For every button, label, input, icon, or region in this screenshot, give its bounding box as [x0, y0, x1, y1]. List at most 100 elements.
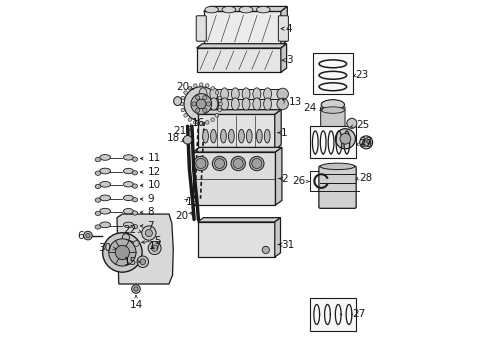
Ellipse shape: [203, 129, 208, 143]
Text: 3: 3: [286, 55, 293, 65]
Ellipse shape: [188, 118, 192, 121]
Polygon shape: [275, 147, 282, 205]
Circle shape: [184, 87, 219, 121]
Bar: [197, 114, 275, 149]
Ellipse shape: [95, 198, 101, 202]
Text: 5: 5: [155, 236, 161, 246]
Ellipse shape: [228, 129, 234, 143]
Text: 11: 11: [147, 153, 161, 163]
Ellipse shape: [95, 211, 101, 216]
Ellipse shape: [100, 154, 111, 160]
Polygon shape: [204, 6, 287, 12]
Polygon shape: [196, 44, 287, 48]
Ellipse shape: [252, 158, 262, 168]
Bar: [310, 126, 356, 158]
Circle shape: [86, 233, 90, 238]
Ellipse shape: [231, 156, 245, 171]
Ellipse shape: [242, 88, 250, 100]
Text: 20: 20: [175, 211, 188, 221]
Ellipse shape: [264, 88, 271, 100]
Circle shape: [206, 102, 211, 106]
Bar: [196, 48, 281, 72]
FancyBboxPatch shape: [319, 166, 356, 208]
Circle shape: [360, 136, 373, 149]
Ellipse shape: [181, 108, 185, 112]
Ellipse shape: [321, 107, 344, 113]
Text: 9: 9: [147, 194, 154, 204]
Circle shape: [84, 231, 92, 240]
Bar: [310, 171, 333, 192]
Text: 18: 18: [167, 133, 180, 143]
Text: 31: 31: [281, 239, 294, 249]
Ellipse shape: [188, 86, 192, 90]
Ellipse shape: [218, 108, 221, 112]
Ellipse shape: [211, 86, 215, 90]
Ellipse shape: [95, 171, 101, 175]
Ellipse shape: [123, 222, 133, 228]
Ellipse shape: [100, 222, 111, 228]
Ellipse shape: [205, 121, 209, 124]
Ellipse shape: [210, 98, 218, 110]
FancyBboxPatch shape: [278, 16, 289, 41]
Bar: [204, 12, 281, 45]
Text: 27: 27: [352, 310, 366, 319]
Ellipse shape: [218, 96, 221, 100]
Ellipse shape: [253, 88, 261, 100]
Circle shape: [142, 226, 156, 240]
Text: 20: 20: [176, 82, 189, 93]
Circle shape: [137, 256, 148, 267]
Circle shape: [151, 245, 158, 251]
Circle shape: [347, 118, 357, 129]
Circle shape: [132, 285, 140, 293]
Ellipse shape: [220, 88, 228, 100]
Ellipse shape: [132, 225, 138, 229]
Circle shape: [191, 94, 212, 114]
Bar: [310, 298, 356, 330]
Ellipse shape: [265, 129, 270, 143]
Ellipse shape: [220, 98, 228, 110]
Ellipse shape: [199, 122, 203, 125]
Text: 16: 16: [192, 118, 205, 128]
Ellipse shape: [205, 6, 219, 13]
Ellipse shape: [242, 98, 250, 110]
Text: 27: 27: [359, 138, 372, 147]
Circle shape: [277, 88, 289, 100]
Text: 30: 30: [98, 243, 112, 253]
Bar: [197, 222, 275, 257]
Text: 29: 29: [359, 139, 372, 149]
Text: 4: 4: [285, 24, 292, 34]
Ellipse shape: [210, 88, 218, 100]
Ellipse shape: [320, 163, 355, 170]
Circle shape: [109, 239, 136, 266]
Ellipse shape: [222, 6, 236, 13]
Text: 7: 7: [147, 221, 154, 231]
Polygon shape: [117, 214, 173, 284]
Ellipse shape: [194, 156, 208, 171]
Circle shape: [183, 135, 192, 144]
Ellipse shape: [123, 155, 133, 160]
Polygon shape: [275, 110, 281, 149]
Bar: [196, 99, 281, 109]
Circle shape: [133, 240, 139, 246]
Bar: [313, 53, 353, 94]
Text: 26: 26: [292, 176, 305, 186]
Ellipse shape: [321, 100, 344, 110]
FancyBboxPatch shape: [196, 16, 206, 41]
Text: 21: 21: [173, 126, 187, 135]
Text: 1: 1: [281, 128, 288, 138]
Circle shape: [148, 242, 161, 255]
Ellipse shape: [100, 181, 111, 187]
Circle shape: [363, 139, 370, 146]
Ellipse shape: [123, 181, 133, 187]
Ellipse shape: [95, 225, 101, 229]
Ellipse shape: [132, 171, 138, 175]
Ellipse shape: [215, 158, 224, 168]
Text: 6: 6: [78, 231, 84, 240]
Text: 25: 25: [356, 121, 369, 130]
Text: 19: 19: [186, 197, 199, 207]
Ellipse shape: [256, 129, 262, 143]
Ellipse shape: [181, 96, 185, 100]
Circle shape: [203, 95, 207, 100]
Ellipse shape: [184, 91, 187, 94]
Ellipse shape: [100, 208, 111, 214]
